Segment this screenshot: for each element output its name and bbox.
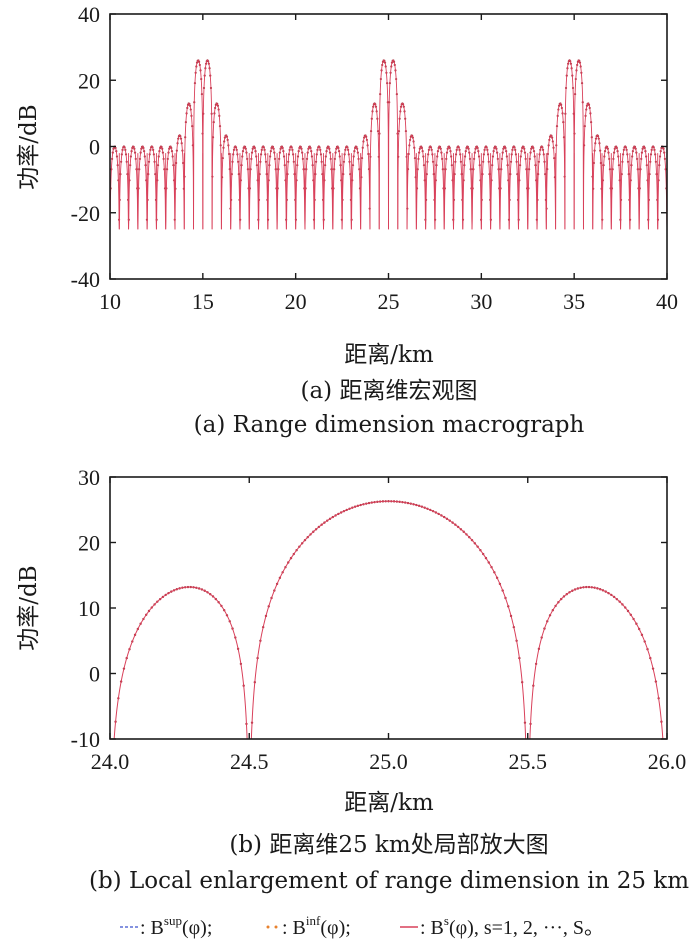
chart-a: 10 15 20 25 30 35 40 -40 -20 0 20 40 功率/dB 距离/km (a… — [16, 2, 678, 438]
chart-b-ytick-label: 0 — [89, 662, 100, 687]
legend-item-inf: : Binf(φ); — [282, 913, 351, 939]
chart-a-xtick-label: 30 — [470, 289, 492, 314]
chart-a-ytick-label: -40 — [71, 267, 100, 292]
legend-item-sup: : Bsup(φ); — [140, 913, 212, 939]
chart-a-xlabel: 距离/km — [344, 342, 434, 368]
chart-b-traces — [113, 500, 664, 739]
chart-a-ytick-label: 40 — [78, 2, 100, 27]
chart-b-ytick-label: 30 — [78, 465, 100, 490]
chart-a-ytick-label: 20 — [78, 68, 100, 93]
chart-b-ylabel: 功率/dB — [16, 565, 42, 650]
chart-b-plot-area — [113, 500, 664, 739]
chart-a-caption-en: (a) Range dimension macrograph — [194, 412, 585, 438]
chart-a-ylabel: 功率/dB — [16, 104, 42, 189]
chart-b-ytick-label: -10 — [71, 727, 100, 752]
chart-b-ticks: 24.0 24.5 25.0 25.5 26.0 -10 0 10 20 30 — [71, 465, 687, 774]
chart-a-xtick-label: 40 — [656, 289, 678, 314]
chart-b: 24.0 24.5 25.0 25.5 26.0 -10 0 10 20 30 功率/dB 距离/… — [16, 465, 689, 894]
chart-a-caption-cn: (a) 距离维宏观图 — [301, 378, 478, 404]
chart-b-series-line — [529, 586, 664, 739]
chart-b-xtick-label: 25.0 — [369, 749, 408, 774]
chart-a-xtick-label: 10 — [99, 289, 121, 314]
chart-b-caption-en: (b) Local enlargement of range dimension… — [89, 868, 689, 894]
chart-b-series-line — [113, 586, 248, 739]
chart-a-ytick-label: 0 — [89, 135, 100, 160]
chart-a-xtick-label: 25 — [378, 289, 400, 314]
chart-a-ticks: 10 15 20 25 30 35 40 -40 -20 0 20 40 — [71, 2, 678, 314]
chart-b-ytick-label: 20 — [78, 531, 100, 556]
chart-b-xtick-label: 25.5 — [509, 749, 548, 774]
chart-a-xtick-label: 20 — [285, 289, 307, 314]
chart-b-caption-cn: (b) 距离维25 km处局部放大图 — [229, 832, 548, 858]
chart-b-xtick-label: 24.5 — [230, 749, 269, 774]
chart-b-ytick-label: 10 — [78, 596, 100, 621]
legend: : Bsup(φ); : Binf(φ); : Bs(φ), s=1, 2, ·… — [120, 913, 604, 939]
chart-a-xtick-label: 35 — [563, 289, 585, 314]
chart-b-series-line — [250, 500, 527, 739]
legend-item-s: : Bs(φ), s=1, 2, ···, S。 — [420, 913, 604, 939]
chart-a-xtick-label: 15 — [192, 289, 214, 314]
chart-b-frame — [109, 476, 668, 740]
chart-b-xtick-label: 24.0 — [91, 749, 130, 774]
chart-b-xlabel: 距离/km — [344, 790, 434, 816]
chart-a-ytick-label: -20 — [71, 201, 100, 226]
chart-b-xtick-label: 26.0 — [648, 749, 687, 774]
legend-swatch-inf — [266, 925, 270, 929]
chart-a-traces — [109, 59, 668, 230]
